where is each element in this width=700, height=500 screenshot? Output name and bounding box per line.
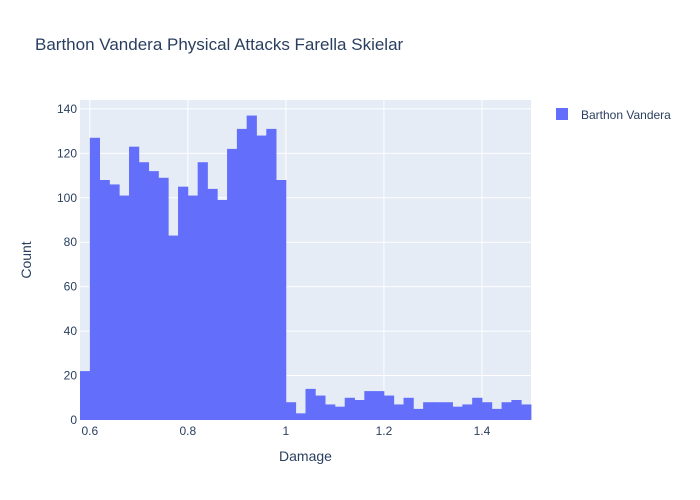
y-tick-label: 40	[64, 324, 78, 338]
histogram-bar[interactable]	[344, 397, 355, 420]
legend[interactable]: Barthon Vandera	[556, 108, 671, 122]
histogram-bar[interactable]	[315, 395, 326, 420]
histogram-bar[interactable]	[521, 404, 532, 420]
y-tick-label: 120	[57, 146, 77, 160]
histogram-bar[interactable]	[452, 406, 463, 420]
histogram-bar[interactable]	[403, 397, 414, 420]
histogram-bar[interactable]	[413, 408, 424, 420]
y-tick-label: 80	[64, 235, 78, 249]
y-tick-label: 140	[57, 102, 77, 116]
histogram-bar[interactable]	[236, 128, 248, 420]
histogram-bar[interactable]	[285, 402, 297, 420]
histogram-bar[interactable]	[158, 177, 169, 420]
histogram-bar[interactable]	[305, 388, 316, 420]
x-tick-labels: 0.6 0.8 1 1.2 1.4	[81, 424, 490, 438]
histogram-bar[interactable]	[207, 188, 218, 420]
histogram-bar[interactable]	[295, 413, 306, 420]
histogram-bar[interactable]	[472, 397, 483, 420]
histogram-bar[interactable]	[89, 137, 101, 420]
x-tick-label: 1.4	[474, 424, 491, 438]
histogram-bar[interactable]	[354, 400, 365, 420]
histogram-bar[interactable]	[217, 200, 228, 420]
histogram-bar[interactable]	[325, 404, 336, 420]
histogram-bar[interactable]	[501, 402, 512, 420]
histogram-bar[interactable]	[256, 135, 267, 421]
histogram-bar[interactable]	[511, 400, 522, 420]
histogram-bar[interactable]	[138, 162, 150, 420]
histogram-bar[interactable]	[374, 391, 385, 420]
y-tick-label: 100	[57, 191, 77, 205]
histogram-bar[interactable]	[393, 404, 404, 420]
legend-label: Barthon Vandera	[581, 108, 671, 122]
y-tick-label: 0	[70, 413, 77, 427]
histogram-bar[interactable]	[276, 180, 287, 420]
histogram-bar[interactable]	[266, 128, 277, 420]
histogram-bar[interactable]	[432, 402, 444, 420]
histogram-bar[interactable]	[129, 146, 140, 420]
x-tick-label: 0.8	[180, 424, 197, 438]
histogram-bar[interactable]	[168, 235, 179, 420]
x-tick-label: 1	[283, 424, 290, 438]
histogram-bar[interactable]	[423, 402, 434, 420]
histogram-bar[interactable]	[364, 391, 375, 420]
histogram-bar[interactable]	[462, 404, 473, 420]
histogram-bar[interactable]	[178, 186, 189, 420]
histogram-bar[interactable]	[99, 180, 110, 420]
histogram-bar[interactable]	[442, 402, 453, 420]
histogram-bar[interactable]	[80, 371, 91, 420]
y-tick-labels: 0 20 40 60 80 100 120 140	[57, 102, 77, 427]
y-tick-label: 20	[64, 369, 78, 383]
x-axis-title: Damage	[279, 448, 332, 464]
chart-title: Barthon Vandera Physical Attacks Farella…	[35, 35, 404, 54]
histogram-bar[interactable]	[197, 162, 208, 420]
x-tick-label: 0.6	[81, 424, 98, 438]
legend-swatch	[556, 108, 568, 120]
y-tick-label: 60	[64, 280, 78, 294]
histogram-bar[interactable]	[481, 402, 493, 420]
histogram-bar[interactable]	[334, 406, 346, 420]
x-tick-label: 1.2	[376, 424, 393, 438]
histogram-bar[interactable]	[187, 195, 199, 420]
histogram-bar[interactable]	[491, 408, 502, 420]
histogram-bar[interactable]	[246, 115, 257, 421]
histogram-bar[interactable]	[119, 195, 130, 420]
histogram-bar[interactable]	[227, 148, 238, 420]
histogram-bar[interactable]	[148, 171, 159, 420]
bar-series	[80, 115, 532, 421]
histogram-bar[interactable]	[383, 395, 395, 420]
y-axis-title: Count	[18, 241, 34, 278]
histogram-bar[interactable]	[109, 184, 120, 420]
